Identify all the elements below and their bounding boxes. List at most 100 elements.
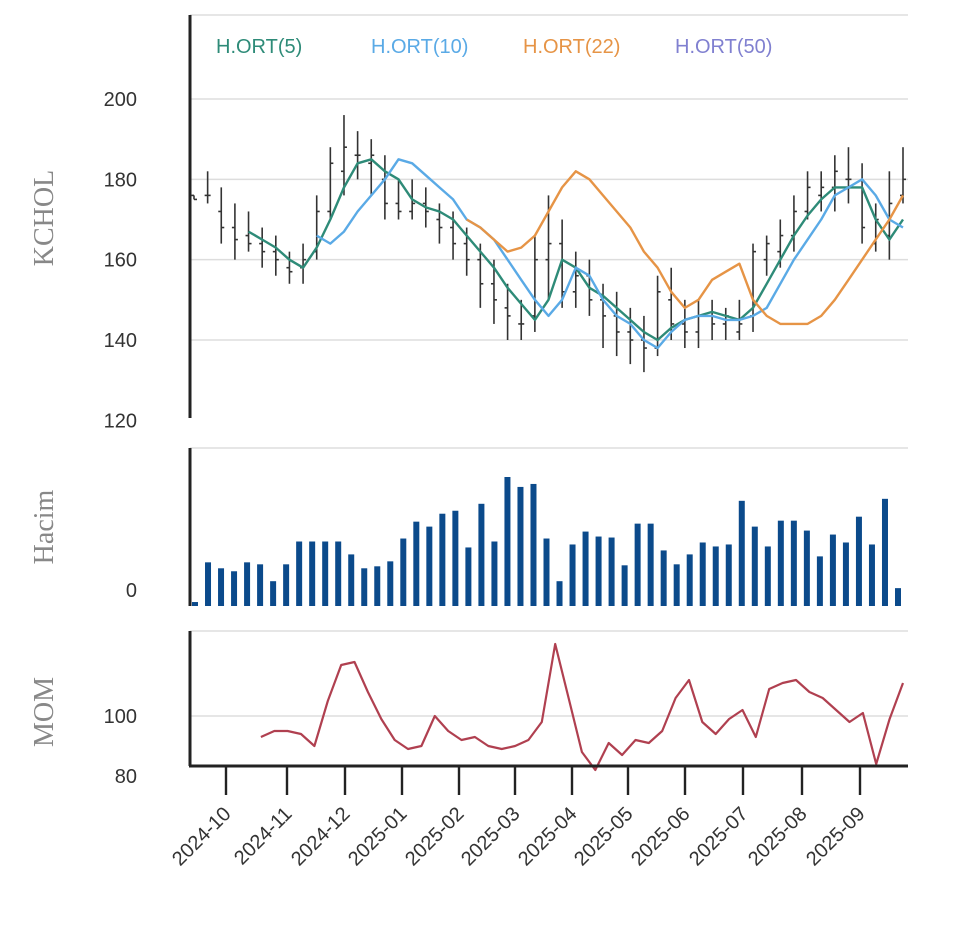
ohlc-bar (790, 195, 797, 252)
volume-bar (270, 581, 277, 606)
volume-bar (608, 537, 615, 606)
volume-bar (712, 546, 719, 606)
price-y-tick-label: 160 (104, 250, 137, 272)
ohlc-bar (763, 235, 770, 276)
volume-bar (634, 523, 641, 606)
price-y-tick-label: 180 (104, 169, 137, 191)
x-axis-tick-label: 2025-04 (514, 803, 581, 870)
volume-bar (387, 561, 394, 606)
volume-bar (582, 531, 589, 606)
volume-bar (790, 520, 797, 606)
price-y-tick-label: 200 (104, 89, 137, 111)
volume-bar (895, 588, 901, 606)
x-axis-tick-label: 2025-01 (344, 803, 411, 870)
x-axis-tick-label: 2025-02 (401, 803, 468, 870)
volume-bar (855, 516, 862, 606)
volume-bar (543, 538, 550, 606)
momentum-y-tick-label: 80 (115, 766, 137, 788)
ohlc-bar (572, 251, 579, 308)
volume-bar (868, 544, 875, 606)
momentum-y-axis-title: MOM (29, 677, 60, 747)
momentum-y-tick-label: 100 (104, 706, 137, 728)
volume-bar (829, 534, 836, 606)
volume-bar (192, 602, 198, 606)
ohlc-bar (191, 194, 197, 201)
volume-bar (478, 503, 485, 606)
ohlc-bar (354, 131, 361, 180)
x-axis-tick-label: 2024-10 (168, 803, 235, 870)
volume-bar (686, 554, 693, 606)
volume-bar (764, 546, 771, 606)
ohlc-bar (695, 299, 702, 349)
volume-bar (621, 565, 628, 606)
legend-item: H.ORT(22) (523, 36, 620, 58)
x-axis-tick-label: 2025-08 (744, 803, 811, 870)
volume-bar (517, 486, 524, 606)
ohlc-bar (613, 291, 620, 357)
x-axis-tick-label: 2025-09 (802, 803, 869, 870)
volume-bar (699, 542, 706, 606)
volume-bar (504, 477, 511, 606)
volume-bar (569, 544, 576, 606)
ohlc-bar (504, 283, 511, 340)
ohlc-bar (709, 299, 716, 340)
x-axis-tick-label: 2025-05 (570, 803, 637, 870)
volume-y-tick-label: 0 (126, 580, 137, 602)
volume-bar (426, 526, 433, 606)
momentum-panel: 80 100 MOM (29, 630, 908, 788)
volume-bar (296, 541, 303, 606)
ohlc-bar (627, 307, 634, 365)
ohlc-bar (218, 187, 225, 244)
price-y-tick-label: 140 (104, 330, 137, 352)
volume-bar (283, 564, 290, 606)
ma-line-hort5 (247, 158, 904, 342)
legend-item: H.ORT(50) (675, 36, 772, 58)
ohlc-bar (395, 179, 402, 220)
ohlc-bar (368, 139, 375, 196)
x-axis-tick-label: 2024-11 (230, 803, 296, 869)
momentum-line (260, 642, 905, 772)
ohlc-bar (490, 259, 497, 324)
volume-bar (309, 541, 316, 606)
volume-bar (660, 550, 667, 606)
volume-bar (842, 542, 849, 606)
x-axis: 2024-102024-112024-122025-012025-022025-… (168, 764, 908, 870)
volume-bar (335, 541, 342, 606)
volume-y-axis-title: Hacim (29, 489, 60, 564)
volume-bar (816, 556, 823, 606)
ohlc-bar (804, 171, 811, 220)
volume-bar (647, 523, 654, 606)
volume-bar (803, 530, 810, 606)
volume-bar (439, 513, 446, 606)
ohlc-bar (722, 307, 729, 340)
ohlc-bar (272, 235, 279, 276)
volume-bar (374, 566, 381, 606)
volume-bar (348, 554, 355, 606)
legend-item: H.ORT(5) (216, 36, 302, 58)
volume-bar (595, 536, 602, 606)
ohlc-bar (477, 243, 484, 308)
ohlc-bar (286, 251, 293, 284)
x-axis-tick-label: 2025-06 (627, 803, 694, 870)
legend-item: H.ORT(10) (371, 36, 468, 58)
volume-bar (738, 500, 745, 606)
volume-bar (218, 568, 225, 606)
ohlc-bar (518, 299, 525, 340)
ohlc-bar (340, 115, 347, 196)
ohlc-bar (831, 155, 838, 212)
volume-bar (673, 564, 680, 606)
volume-panel: 0 Hacim (29, 447, 908, 606)
volume-bar (556, 581, 563, 606)
volume-bar (257, 564, 264, 606)
volume-bar (322, 541, 329, 606)
volume-bar (530, 483, 537, 606)
price-y-tick-label: 120 (104, 410, 137, 432)
x-axis-tick-label: 2025-07 (685, 803, 752, 870)
volume-bar (881, 498, 888, 606)
volume-bar (751, 526, 758, 606)
volume-bar (777, 520, 784, 606)
ohlc-bar (381, 155, 388, 220)
ohlc-bar (327, 147, 334, 220)
volume-bar (413, 521, 420, 606)
